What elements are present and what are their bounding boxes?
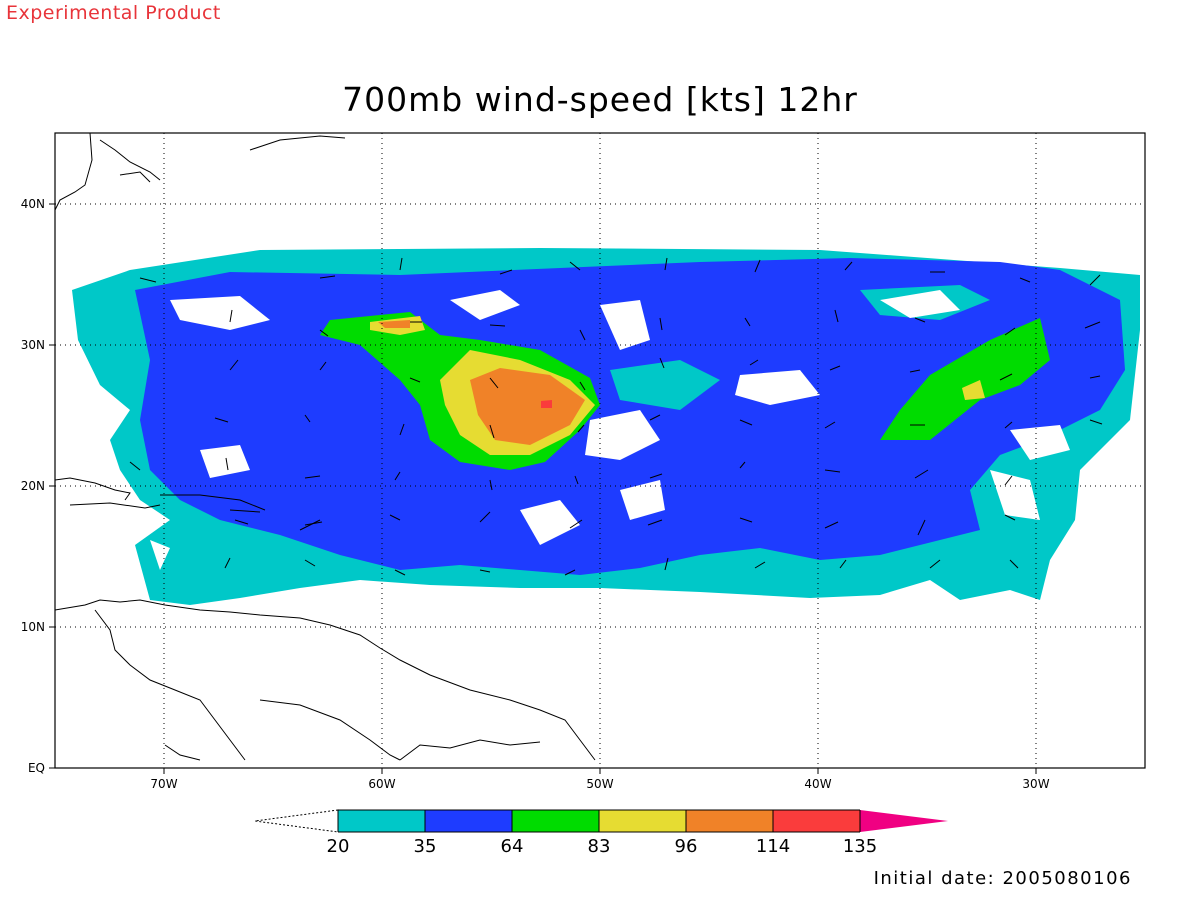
colorbar-swatch-64 xyxy=(512,810,599,832)
colorbar-swatch-114 xyxy=(773,810,860,832)
colorbar-swatch-96 xyxy=(686,810,773,832)
colorbar: 20 35 64 83 96 114 135 xyxy=(254,809,948,857)
colorbar-high-triangle xyxy=(860,810,948,832)
lat-label-40n: 40N xyxy=(21,197,45,211)
map-title: 700mb wind-speed [kts] 12hr xyxy=(342,80,858,119)
colorbar-swatch-20 xyxy=(338,810,425,832)
colorbar-swatch-83 xyxy=(599,810,686,832)
tick-marks xyxy=(49,203,1037,774)
colorbar-label-35: 35 xyxy=(414,836,437,857)
colorbar-label-20: 20 xyxy=(327,836,350,857)
lon-label-40w: 40W xyxy=(804,777,831,791)
experimental-product-label: Experimental Product xyxy=(6,2,221,24)
lat-label-10n: 10N xyxy=(21,620,45,634)
wind-band-114 xyxy=(541,400,552,408)
lon-label-50w: 50W xyxy=(586,777,613,791)
calm-areas xyxy=(150,290,1070,570)
wind-band-20-lobe xyxy=(610,360,720,410)
wind-band-83-east xyxy=(962,380,985,400)
wind-speed-field xyxy=(72,248,1140,605)
colorbar-low-triangle xyxy=(254,809,339,833)
colorbar-label-114: 114 xyxy=(756,836,790,857)
lon-label-70w: 70W xyxy=(150,777,177,791)
lon-label-30w: 30W xyxy=(1022,777,1049,791)
initial-date: Initial date: 2005080106 xyxy=(873,868,1132,889)
colorbar-label-135: 135 xyxy=(843,836,877,857)
lat-label-eq: EQ xyxy=(28,761,45,775)
graticule xyxy=(55,133,1145,768)
wind-band-96 xyxy=(378,320,585,445)
wind-vectors xyxy=(129,257,1103,576)
colorbar-label-83: 83 xyxy=(588,836,611,857)
lon-label-60w: 60W xyxy=(368,777,395,791)
colorbar-swatch-35 xyxy=(425,810,512,832)
lat-label-30n: 30N xyxy=(21,338,45,352)
wind-band-64-east xyxy=(880,318,1050,440)
colorbar-label-64: 64 xyxy=(501,836,524,857)
lat-label-20n: 20N xyxy=(21,479,45,493)
colorbar-label-96: 96 xyxy=(675,836,698,857)
